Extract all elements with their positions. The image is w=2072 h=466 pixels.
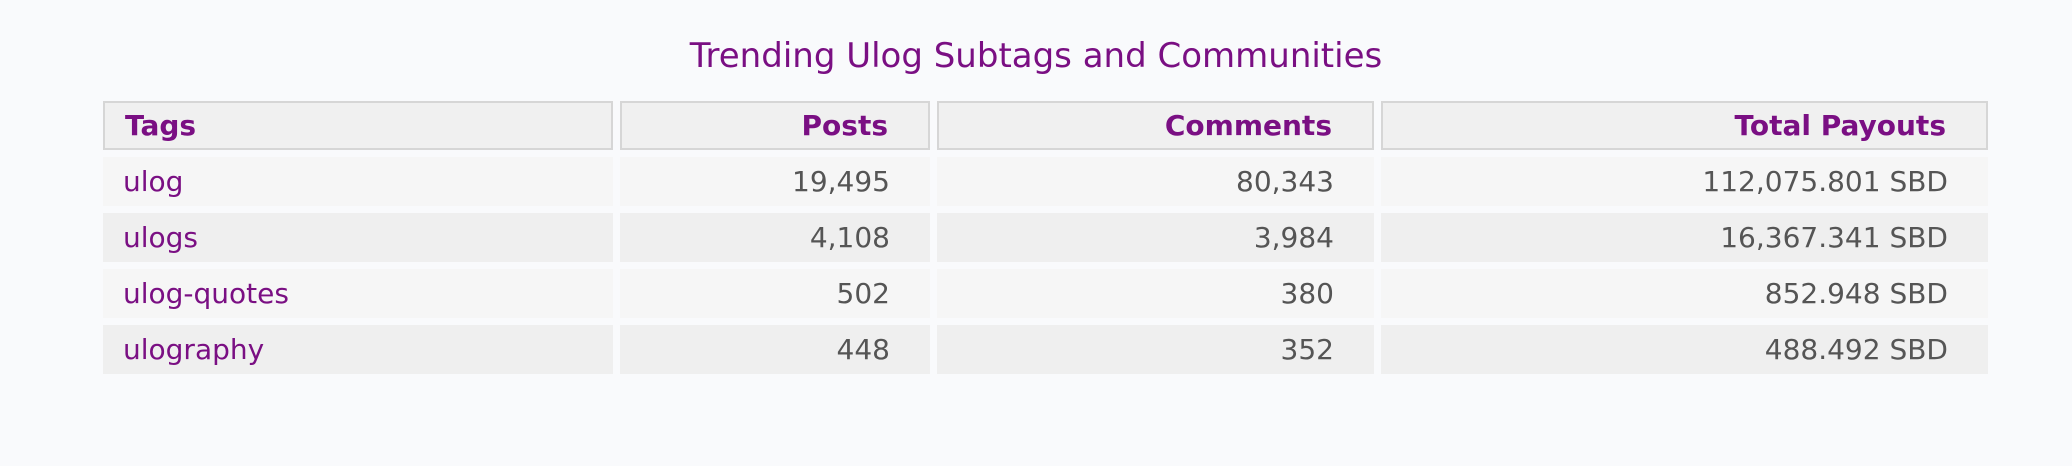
trending-tags-table: Tags Posts Comments Total Payouts ulog 1… [96,94,1995,381]
column-header-total-payouts: Total Payouts [1381,101,1988,150]
column-header-posts: Posts [620,101,930,150]
table-header-row: Tags Posts Comments Total Payouts [103,101,1988,150]
tag-link[interactable]: ulog [103,157,613,206]
comments-count: 80,343 [937,157,1374,206]
column-header-tags: Tags [103,101,613,150]
posts-count: 4,108 [620,213,930,262]
tag-link[interactable]: ulog-quotes [103,269,613,318]
total-payout: 112,075.801 SBD [1381,157,1988,206]
posts-count: 448 [620,325,930,374]
page-title: Trending Ulog Subtags and Communities [689,36,1383,76]
column-header-comments: Comments [937,101,1374,150]
tag-link[interactable]: ulogs [103,213,613,262]
tag-link[interactable]: ulography [103,325,613,374]
table-row: ulog-quotes 502 380 852.948 SBD [103,269,1988,318]
table-row: ulogs 4,108 3,984 16,367.341 SBD [103,213,1988,262]
comments-count: 380 [937,269,1374,318]
posts-count: 502 [620,269,930,318]
comments-count: 352 [937,325,1374,374]
posts-count: 19,495 [620,157,930,206]
comments-count: 3,984 [937,213,1374,262]
total-payout: 488.492 SBD [1381,325,1988,374]
table-row: ulography 448 352 488.492 SBD [103,325,1988,374]
table-row: ulog 19,495 80,343 112,075.801 SBD [103,157,1988,206]
total-payout: 16,367.341 SBD [1381,213,1988,262]
total-payout: 852.948 SBD [1381,269,1988,318]
